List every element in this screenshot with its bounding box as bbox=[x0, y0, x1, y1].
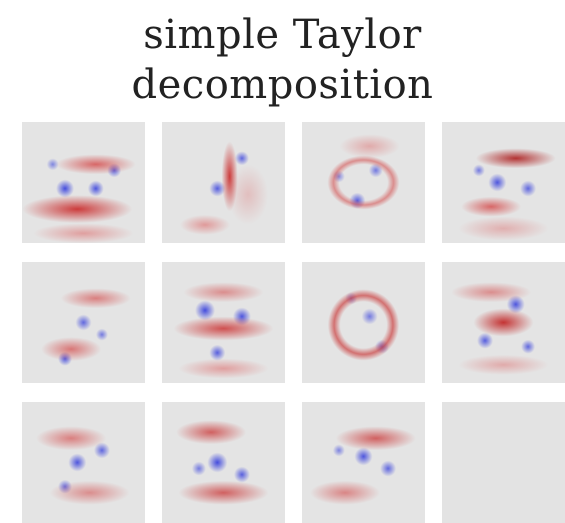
heatmap-tile bbox=[162, 402, 285, 523]
heatmap-tile bbox=[22, 122, 145, 243]
title-line: simple Taylor bbox=[0, 10, 565, 60]
empty-tile bbox=[442, 402, 565, 523]
heatmap-tile bbox=[302, 402, 425, 523]
heatmap-tile bbox=[302, 122, 425, 243]
figure-page: simple Taylor decomposition (() => { con… bbox=[0, 0, 565, 521]
heatmap-tile bbox=[22, 262, 145, 383]
heatmap-tile bbox=[162, 122, 285, 243]
title-line: decomposition bbox=[0, 60, 565, 110]
heatmap-tile bbox=[442, 262, 565, 383]
heatmap-tile bbox=[162, 262, 285, 383]
heatmap-tile bbox=[442, 122, 565, 243]
heatmap-tile bbox=[302, 262, 425, 383]
heatmap-tile bbox=[22, 402, 145, 523]
